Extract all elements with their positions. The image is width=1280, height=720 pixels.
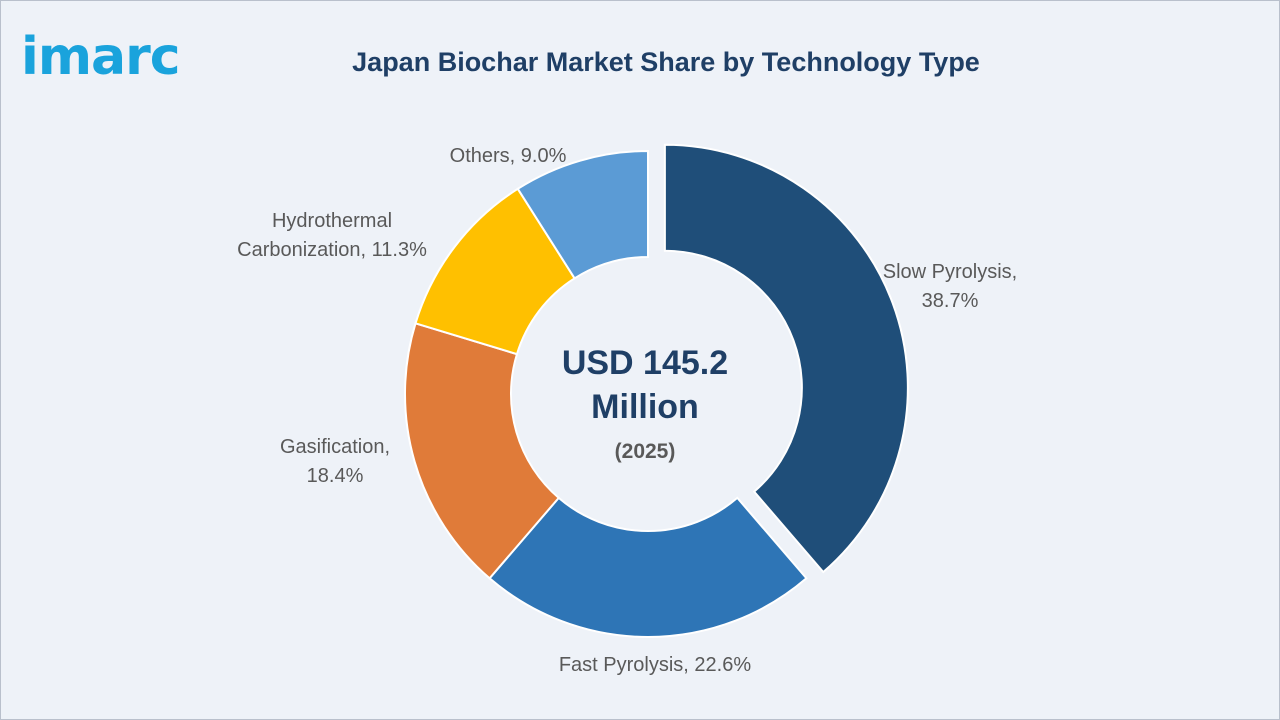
label-hydrothermal-carbonization: Hydrothermal Carbonization, 11.3% <box>237 210 427 261</box>
label-gasification: Gasification, 18.4% <box>280 436 390 487</box>
label-fast-pyrolysis: Fast Pyrolysis, 22.6% <box>559 654 752 676</box>
label-slow-pyrolysis: Slow Pyrolysis, 38.7% <box>883 261 1017 312</box>
label-line: Gasification, <box>280 436 390 458</box>
center-value-line2: Million <box>591 388 699 426</box>
slice-gasification <box>404 322 561 580</box>
label-line: 18.4% <box>307 465 364 487</box>
label-line: Slow Pyrolysis, <box>883 261 1017 283</box>
label-others: Others, 9.0% <box>450 145 567 167</box>
center-value-line1: USD 145.2 <box>562 344 728 382</box>
center-year: (2025) <box>615 440 676 463</box>
slice-labels: Slow Pyrolysis, 38.7% Fast Pyrolysis, 22.6… <box>237 145 1017 676</box>
label-line: Carbonization, 11.3% <box>237 239 427 261</box>
slice-others <box>516 149 649 280</box>
label-line: Fast Pyrolysis, 22.6% <box>559 654 752 676</box>
slice-slow-pyrolysis <box>663 143 909 574</box>
chart-title: Japan Biochar Market Share by Technology… <box>352 47 980 77</box>
label-line: Hydrothermal <box>272 210 392 232</box>
center-label: USD 145.2 Million (2025) <box>562 344 728 463</box>
slice-fast-pyrolysis <box>488 496 808 638</box>
label-line: Others, 9.0% <box>450 145 567 167</box>
imarc-logo: imarc <box>21 27 181 87</box>
label-line: 38.7% <box>922 290 979 312</box>
donut-slices <box>404 143 909 638</box>
